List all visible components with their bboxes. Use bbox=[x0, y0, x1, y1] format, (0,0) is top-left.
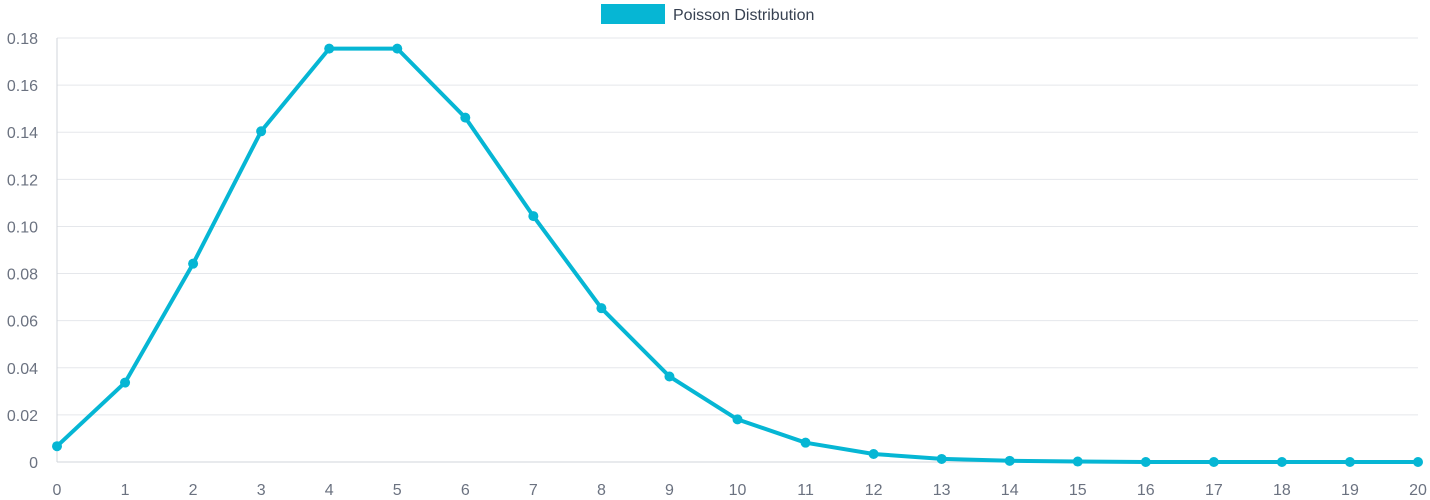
legend-swatch bbox=[601, 4, 665, 24]
data-point[interactable] bbox=[392, 43, 403, 54]
data-point[interactable] bbox=[256, 126, 267, 137]
data-point[interactable] bbox=[800, 437, 811, 448]
data-point[interactable] bbox=[732, 414, 743, 425]
y-tick-label: 0.10 bbox=[7, 219, 38, 236]
data-point[interactable] bbox=[1344, 457, 1355, 467]
series-poisson bbox=[55, 46, 1420, 464]
x-tick-label: 1 bbox=[121, 482, 130, 499]
y-tick-label: 0.16 bbox=[7, 78, 38, 95]
data-points bbox=[52, 43, 1423, 467]
y-tick-label: 0.02 bbox=[7, 408, 38, 425]
data-point[interactable] bbox=[528, 211, 539, 222]
data-point[interactable] bbox=[868, 448, 879, 459]
legend[interactable]: Poisson Distribution bbox=[601, 4, 814, 24]
x-tick-label: 4 bbox=[325, 482, 334, 499]
y-tick-label: 0 bbox=[29, 455, 38, 472]
y-tick-label: 0.06 bbox=[7, 314, 38, 331]
legend-label: Poisson Distribution bbox=[673, 7, 814, 24]
y-tick-labels: 0 0.02 0.04 0.06 0.08 0.10 0.12 0.14 0.16 0.18 bbox=[7, 31, 38, 472]
x-tick-labels: 0 1 2 3 4 5 6 7 8 9 10 11 12 13 14 15 16 17 18 19 20 bbox=[53, 482, 1427, 499]
y-tick-label: 0.14 bbox=[7, 125, 38, 142]
x-tick-label: 14 bbox=[1001, 482, 1019, 499]
data-point[interactable] bbox=[1004, 455, 1015, 466]
data-point[interactable] bbox=[1208, 457, 1219, 467]
axes bbox=[56, 38, 1418, 463]
y-tick-label: 0.18 bbox=[7, 31, 38, 48]
x-tick-label: 16 bbox=[1137, 482, 1155, 499]
x-tick-label: 7 bbox=[529, 482, 538, 499]
x-tick-label: 13 bbox=[933, 482, 951, 499]
data-point[interactable] bbox=[596, 303, 607, 314]
x-tick-label: 15 bbox=[1069, 482, 1087, 499]
x-tick-label: 2 bbox=[189, 482, 198, 499]
x-tick-label: 20 bbox=[1409, 482, 1427, 499]
gridlines bbox=[57, 37, 1418, 416]
data-point[interactable] bbox=[460, 112, 471, 123]
data-point[interactable] bbox=[1140, 457, 1151, 467]
data-point[interactable] bbox=[936, 453, 947, 464]
data-point[interactable] bbox=[52, 441, 62, 452]
y-tick-label: 0.04 bbox=[7, 361, 38, 378]
data-point[interactable] bbox=[1276, 457, 1287, 467]
data-point[interactable] bbox=[664, 371, 675, 382]
x-tick-label: 5 bbox=[393, 482, 402, 499]
x-tick-label: 3 bbox=[257, 482, 266, 499]
data-point[interactable] bbox=[188, 258, 199, 269]
data-point[interactable] bbox=[120, 377, 131, 388]
x-tick-label: 17 bbox=[1205, 482, 1223, 499]
x-tick-label: 9 bbox=[665, 482, 674, 499]
x-tick-label: 8 bbox=[597, 482, 606, 499]
x-tick-label: 18 bbox=[1273, 482, 1291, 499]
x-tick-label: 12 bbox=[865, 482, 883, 499]
data-point[interactable] bbox=[324, 43, 335, 54]
y-tick-label: 0.12 bbox=[7, 172, 38, 189]
data-point[interactable] bbox=[1413, 457, 1423, 467]
x-tick-label: 11 bbox=[797, 482, 814, 499]
series-line bbox=[55, 46, 1420, 464]
x-tick-label: 19 bbox=[1341, 482, 1359, 499]
x-tick-label: 0 bbox=[53, 482, 62, 499]
x-tick-label: 6 bbox=[461, 482, 470, 499]
y-tick-label: 0.08 bbox=[7, 267, 38, 284]
x-tick-label: 10 bbox=[729, 482, 747, 499]
data-point[interactable] bbox=[1072, 456, 1083, 467]
